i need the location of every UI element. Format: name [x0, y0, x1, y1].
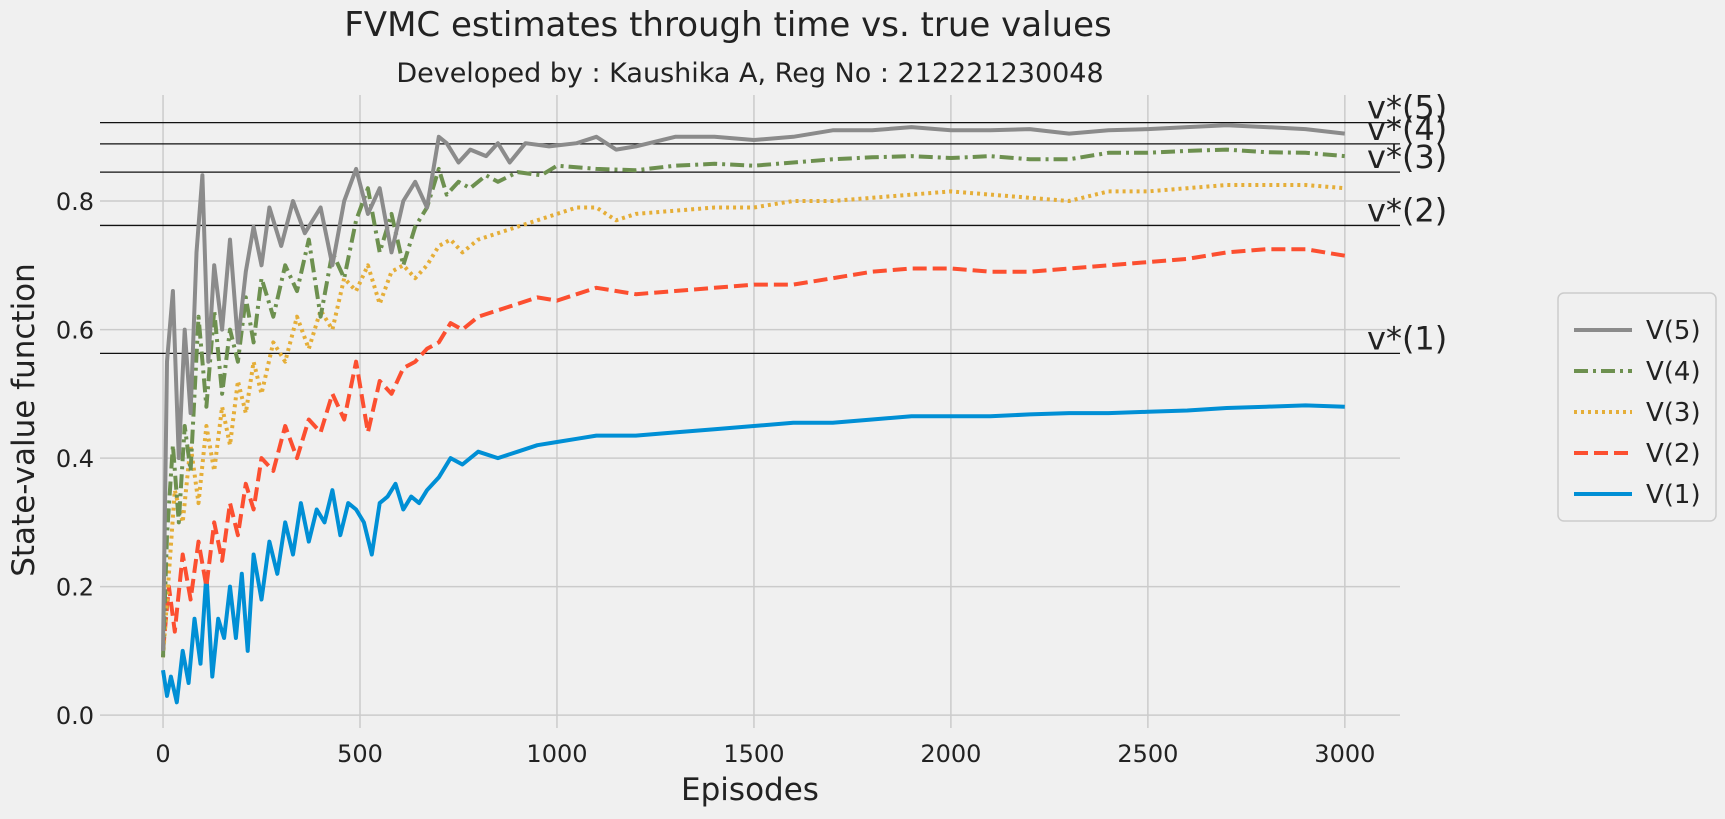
- x-tick-label: 1500: [723, 740, 784, 768]
- reference-line-label: v*(4): [1367, 110, 1447, 148]
- reference-lines: v*(5)v*(4)v*(3) v*(2) v*(1): [100, 89, 1447, 357]
- y-tick-label: 0.6: [56, 317, 94, 345]
- x-tick-label: 0: [155, 740, 170, 768]
- legend-box: [1557, 292, 1717, 522]
- series-line-v5: [161, 123, 1346, 651]
- grid: [100, 95, 1400, 728]
- legend: V(5) V(4) V(3) V(2) V(1): [1557, 292, 1717, 522]
- chart-title: FVMC estimates through time vs. true val…: [344, 5, 1111, 45]
- legend-label: V(5): [1646, 316, 1701, 346]
- x-tick-label: 3000: [1314, 740, 1375, 768]
- x-tick-label: 2000: [920, 740, 981, 768]
- x-tick-label: 2500: [1117, 740, 1178, 768]
- legend-label: V(4): [1646, 357, 1701, 387]
- reference-line-label: v*(5): [1367, 89, 1447, 127]
- legend-label: V(3): [1646, 398, 1701, 428]
- series-layer: [161, 123, 1346, 705]
- reference-line-label: v*(2): [1367, 191, 1447, 229]
- reference-line-label: v*(1): [1367, 319, 1447, 357]
- y-tick-label: 0.0: [56, 702, 94, 730]
- y-axis-title: State-value function: [6, 263, 42, 577]
- series-line-v2: [161, 247, 1346, 652]
- legend-label: V(1): [1646, 480, 1701, 510]
- series-line-v3: [161, 183, 1345, 658]
- axes: 0 500 1000 1500 2000 2500 3000 0.0 0.2 0.4 0.6 0.8: [56, 188, 1376, 768]
- reference-line-label: v*(3): [1367, 138, 1447, 176]
- x-tick-label: 500: [337, 740, 383, 768]
- y-tick-label: 0.8: [56, 188, 94, 216]
- x-tick-label: 1000: [526, 740, 587, 768]
- y-tick-label: 0.4: [56, 445, 94, 473]
- x-axis-title: Episodes: [681, 772, 819, 808]
- legend-label: V(2): [1646, 439, 1701, 469]
- y-tick-label: 0.2: [56, 574, 94, 602]
- series-line-v1: [161, 403, 1345, 705]
- series-line-v4: [161, 147, 1345, 658]
- chart-subtitle: Developed by : Kaushika A, Reg No : 2122…: [396, 58, 1103, 89]
